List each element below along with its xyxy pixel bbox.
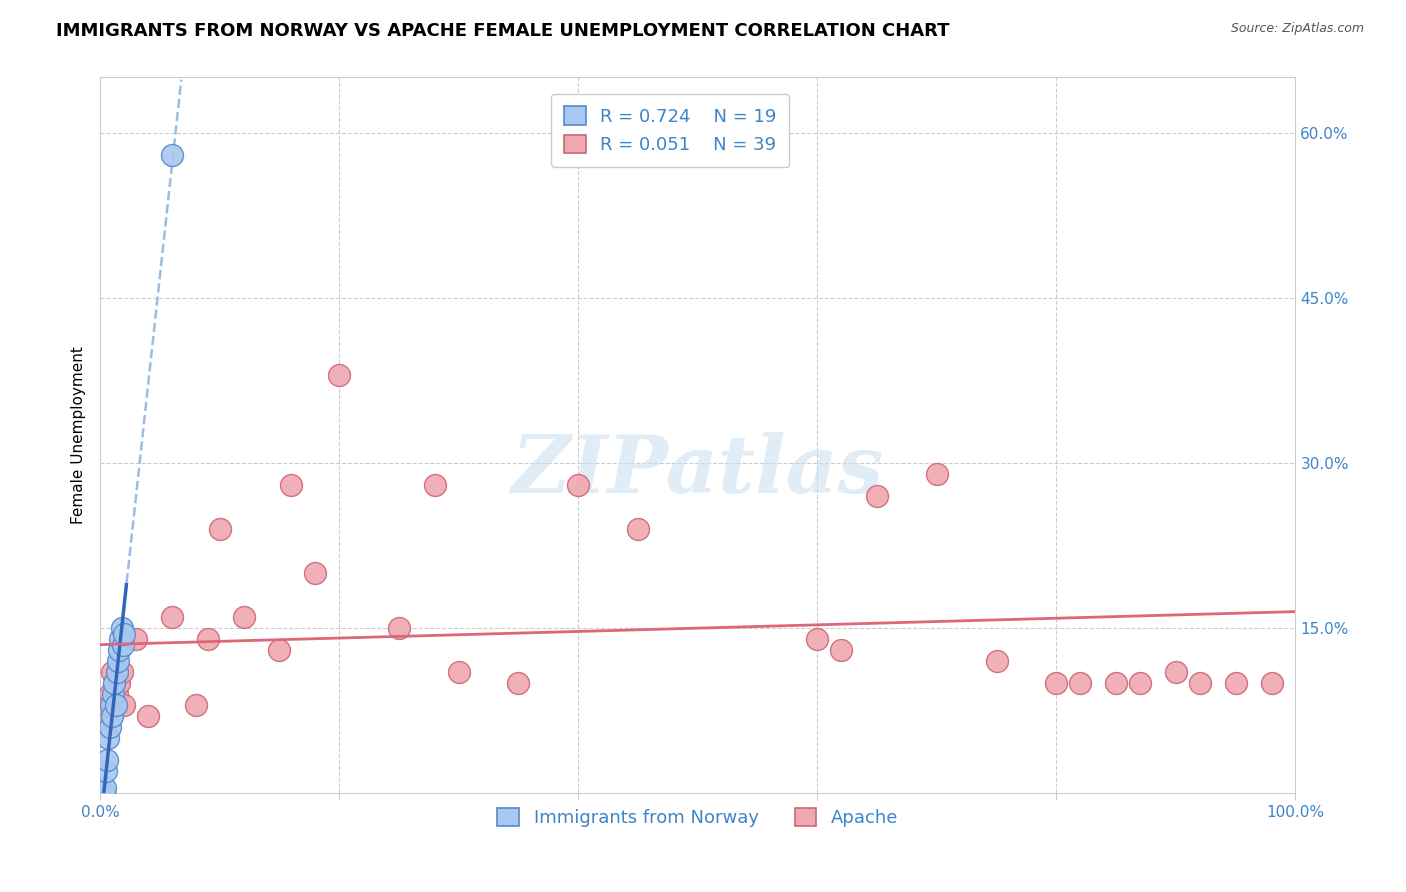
Point (627, 522, 650, 536)
Point (105, 665, 128, 680)
Point (125, 632, 148, 647)
Point (136, 709, 159, 723)
Text: ZIPatlas: ZIPatlas (512, 433, 884, 510)
Point (111, 665, 134, 680)
Point (104, 698, 127, 713)
Point (423, 478, 446, 492)
Point (1188, 676, 1211, 690)
Text: Source: ZipAtlas.com: Source: ZipAtlas.com (1230, 22, 1364, 36)
Point (94, 780, 117, 795)
Point (111, 638, 134, 652)
Point (105, 687, 128, 701)
Point (986, 654, 1008, 668)
Point (111, 621, 134, 635)
Text: IMMIGRANTS FROM NORWAY VS APACHE FEMALE UNEMPLOYMENT CORRELATION CHART: IMMIGRANTS FROM NORWAY VS APACHE FEMALE … (56, 22, 949, 40)
Point (184, 698, 207, 713)
Point (232, 610, 254, 624)
Point (94, 764, 117, 779)
Point (925, 467, 948, 481)
Point (1129, 676, 1152, 690)
Legend: Immigrants from Norway, Apache: Immigrants from Norway, Apache (491, 801, 905, 834)
Point (101, 665, 124, 680)
Point (112, 626, 135, 640)
Point (567, 478, 589, 492)
Point (94, 709, 117, 723)
Point (103, 676, 125, 690)
Point (1045, 676, 1067, 690)
Point (1164, 665, 1187, 680)
Point (1105, 676, 1128, 690)
Point (304, 566, 326, 580)
Point (388, 621, 411, 635)
Point (108, 643, 131, 657)
Point (96, 753, 118, 767)
Point (830, 643, 852, 657)
Point (108, 676, 131, 690)
Point (269, 643, 291, 657)
Point (103, 698, 125, 713)
Y-axis label: Female Unemployment: Female Unemployment (72, 346, 86, 524)
Point (101, 709, 124, 723)
Point (197, 632, 219, 647)
Point (1260, 676, 1282, 690)
Point (280, 478, 302, 492)
Point (806, 632, 828, 647)
Point (93, 786, 115, 800)
Point (100, 698, 122, 713)
Point (107, 654, 129, 668)
Point (866, 489, 889, 503)
Point (447, 665, 470, 680)
Point (103, 687, 125, 701)
Point (97, 731, 120, 746)
Point (1225, 676, 1247, 690)
Point (1069, 676, 1091, 690)
Point (112, 698, 135, 713)
Point (208, 522, 231, 536)
Point (96, 698, 118, 713)
Point (98, 687, 121, 701)
Point (160, 147, 183, 161)
Point (160, 610, 183, 624)
Point (328, 368, 350, 382)
Point (110, 632, 132, 647)
Point (508, 676, 530, 690)
Point (98, 720, 121, 734)
